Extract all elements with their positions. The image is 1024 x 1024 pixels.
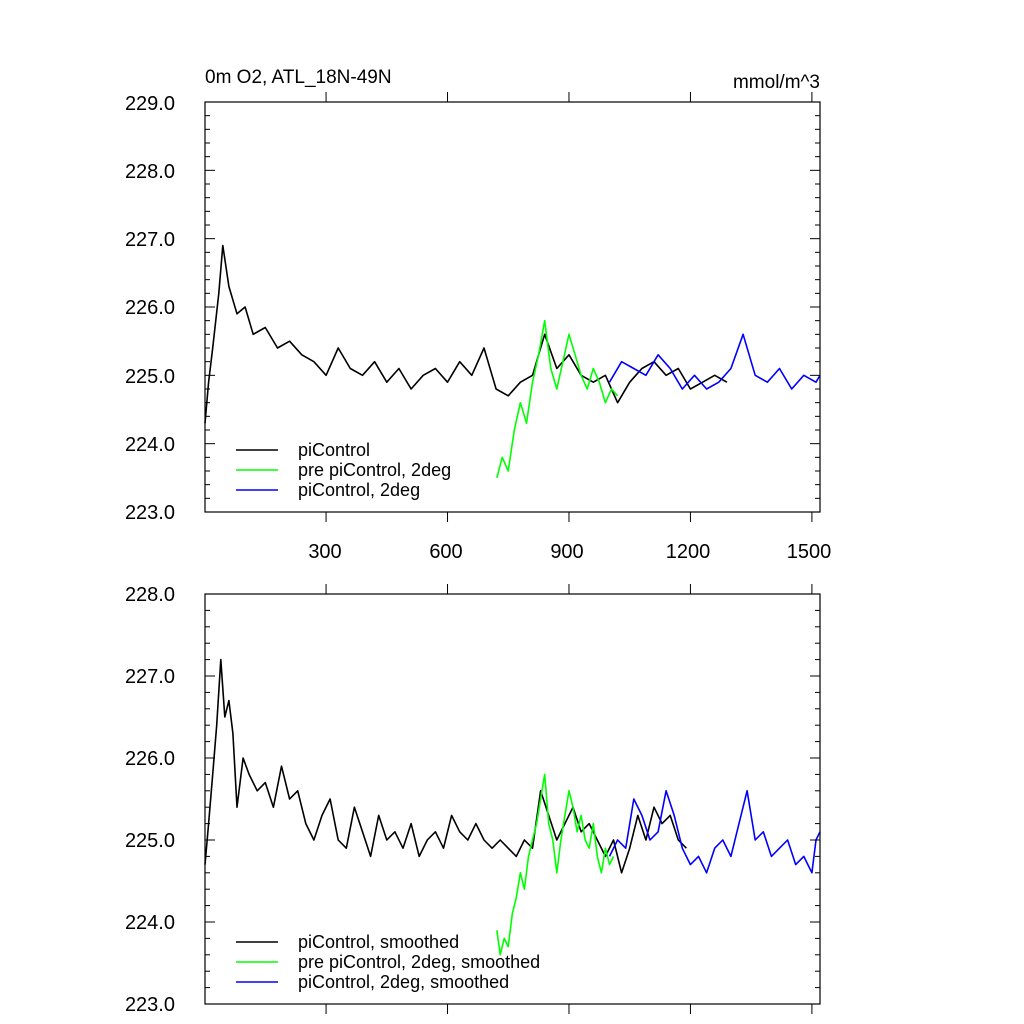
- top-series-picontrol: [204, 244, 728, 424]
- legend-label-picontrol-2deg: piControl, 2deg: [298, 480, 420, 500]
- bottom-plot-frame: [204, 593, 821, 1005]
- top-ytick-label: 227.0: [125, 229, 175, 251]
- bottom-ytick-label: 225.0: [125, 830, 175, 852]
- top-series-pre-picontrol-2deg: [496, 319, 619, 479]
- bottom-ytick-label: 226.0: [125, 748, 175, 770]
- top-series-picontrol-2deg: [608, 333, 821, 390]
- bottom-axes: [205, 584, 820, 1014]
- legend-label-picontrol: piControl: [298, 440, 370, 460]
- top-title-right: mmol/m^3: [733, 72, 820, 93]
- bottom-legend: piControl, smoothed pre piControl, 2deg,…: [236, 932, 540, 992]
- legend-label-pre-picontrol-2deg: pre piControl, 2deg: [298, 460, 451, 480]
- bottom-series-group: [204, 658, 821, 956]
- bottom-series-picontrol-smoothed: [204, 658, 687, 874]
- top-series-group: [204, 244, 821, 479]
- bottom-plot-area: [204, 593, 821, 1005]
- top-ytick-label: 228.0: [125, 161, 175, 183]
- bottom-series-picontrol-2deg-smoothed: [608, 789, 821, 874]
- top-ytick-label: 224.0: [125, 434, 175, 456]
- bottom-ytick-label: 228.0: [125, 584, 175, 606]
- top-xtick-label: 600: [429, 541, 462, 563]
- top-xtick-label: 900: [550, 541, 583, 563]
- top-xtick-label: 300: [308, 541, 341, 563]
- top-legend: piControl pre piControl, 2deg piControl,…: [236, 440, 451, 500]
- top-title-left: 0m O2, ATL_18N-49N: [205, 67, 392, 88]
- top-xtick-label: 1500: [787, 541, 832, 563]
- bottom-ytick-label: 224.0: [125, 912, 175, 934]
- top-axes: [205, 92, 820, 522]
- legend-label-picontrol-2deg-smoothed: piControl, 2deg, smoothed: [298, 972, 509, 992]
- bottom-ytick-label: 227.0: [125, 666, 175, 688]
- bottom-series-pre-picontrol-2deg-smoothed: [496, 773, 615, 956]
- top-ytick-label: 229.0: [125, 93, 175, 115]
- top-xtick-label: 1200: [666, 541, 711, 563]
- top-panel: 0m O2, ATL_18N-49N mmol/m^3 223.0 224.0 …: [125, 67, 831, 563]
- legend-label-picontrol-smoothed: piControl, smoothed: [298, 932, 459, 952]
- legend-label-pre-picontrol-2deg-smoothed: pre piControl, 2deg, smoothed: [298, 952, 540, 972]
- bottom-ytick-label: 223.0: [125, 994, 175, 1016]
- top-ytick-label: 225.0: [125, 366, 175, 388]
- bottom-panel: 223.0 224.0 225.0 226.0 227.0 228.0 piCo…: [125, 584, 821, 1016]
- top-ytick-label: 226.0: [125, 297, 175, 319]
- top-ytick-label: 223.0: [125, 502, 175, 524]
